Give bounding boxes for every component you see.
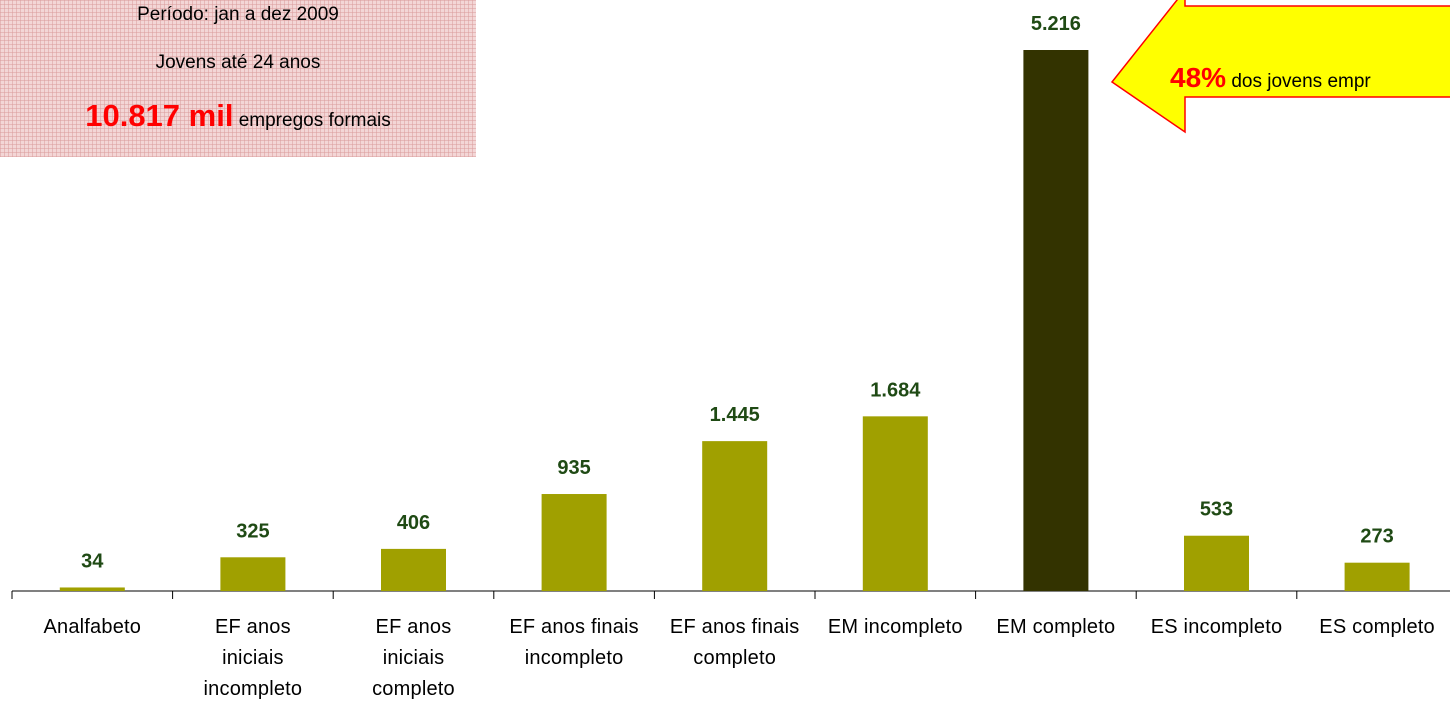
value-label: 34 [81,550,104,572]
callout-highlight: 48% [1170,62,1227,93]
callout-body: dos jovens empr [1231,71,1371,92]
value-label: 5.216 [1031,13,1081,35]
info-box [0,0,476,157]
bar [59,587,125,591]
value-label: 325 [236,520,269,542]
x-tick-label: ES incompleto [1150,616,1283,638]
info-text: empregos formais [238,110,391,131]
bar [1184,535,1249,591]
x-tick-label: ES completo [1319,616,1435,638]
bar [381,548,446,591]
info-highlight: 10.817 mil [85,98,234,133]
x-tick-label: EF anos finais incompleto [509,616,639,669]
info-line: Período: jan a dez 2009 [137,4,339,25]
x-tick-label: EF anos iniciais completo [372,616,455,700]
bar [1344,562,1410,591]
x-tick-label: EF anos iniciais incompleto [203,616,303,700]
x-tick-label: EM incompleto [827,616,963,638]
callout-arrow [1110,0,1450,134]
x-tick-label: EM completo [996,616,1116,638]
bar [1023,50,1089,591]
value-label: 935 [557,457,590,479]
x-tick-label: Analfabeto [43,616,142,638]
x-tick-label: EF anos finais completo [669,616,800,669]
value-label: 533 [1200,499,1233,521]
bar [702,441,768,591]
info-box-text: Período: jan a dez 2009 Jovens até 24 an… [0,0,476,157]
callout-text: 48% dos jovens empr [1170,62,1371,94]
info-line: Jovens até 24 anos [155,52,321,73]
bar [220,557,286,591]
bar [541,494,607,591]
value-label: 406 [397,512,430,534]
value-label: 273 [1360,526,1393,548]
value-label: 1.445 [710,404,760,426]
bar [862,416,928,591]
value-label: 1.684 [870,379,921,401]
info-line: 10.817 mil empregos formais [0,98,476,134]
